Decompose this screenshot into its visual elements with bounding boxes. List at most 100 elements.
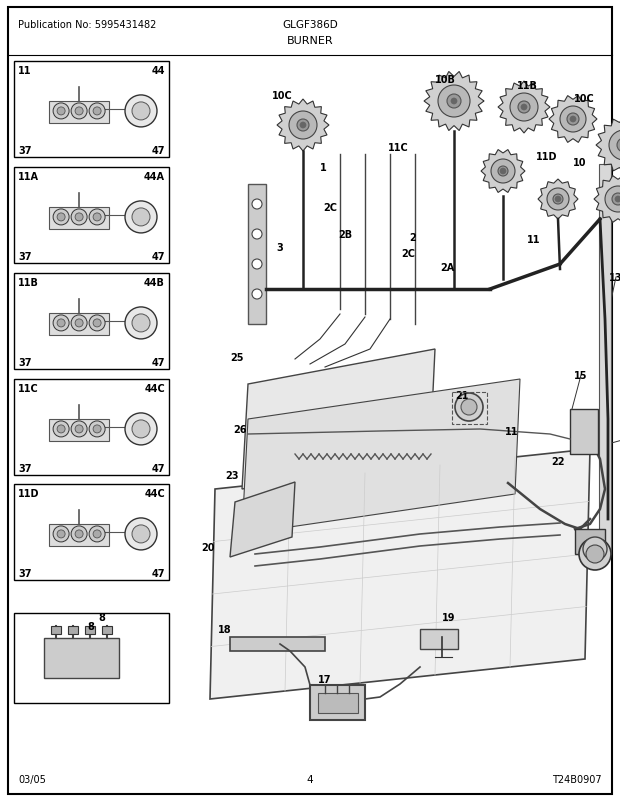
- Bar: [575, 529, 605, 554]
- Text: 11C: 11C: [18, 383, 39, 394]
- Bar: [14, 379, 169, 476]
- Circle shape: [125, 413, 157, 445]
- Text: 11B: 11B: [516, 81, 538, 91]
- Text: 11D: 11D: [536, 152, 558, 162]
- Polygon shape: [498, 82, 550, 134]
- Circle shape: [53, 315, 69, 331]
- Circle shape: [57, 107, 65, 115]
- Circle shape: [57, 530, 65, 538]
- Bar: [68, 626, 78, 634]
- Circle shape: [125, 307, 157, 339]
- Circle shape: [71, 103, 87, 119]
- Text: 10B: 10B: [435, 75, 456, 85]
- Bar: [49, 102, 109, 124]
- Bar: [14, 614, 169, 703]
- Bar: [452, 392, 487, 424]
- Bar: [318, 693, 358, 713]
- Circle shape: [75, 213, 83, 221]
- Text: 8: 8: [87, 622, 94, 631]
- Circle shape: [93, 107, 101, 115]
- Text: 2: 2: [410, 233, 417, 243]
- Text: 37: 37: [18, 146, 32, 156]
- Circle shape: [553, 195, 563, 205]
- Circle shape: [75, 425, 83, 433]
- Text: 2C: 2C: [323, 203, 337, 213]
- Circle shape: [451, 99, 457, 105]
- Text: 47: 47: [151, 252, 165, 261]
- Circle shape: [75, 530, 83, 538]
- Text: 47: 47: [151, 464, 165, 473]
- Circle shape: [71, 315, 87, 331]
- Polygon shape: [538, 180, 578, 220]
- Polygon shape: [277, 100, 329, 152]
- Text: 11: 11: [18, 66, 32, 76]
- Text: 20: 20: [202, 542, 215, 553]
- Circle shape: [71, 526, 87, 542]
- Text: 2C: 2C: [401, 249, 415, 259]
- Text: 3: 3: [277, 243, 283, 253]
- Circle shape: [560, 107, 586, 133]
- Circle shape: [252, 260, 262, 269]
- Circle shape: [555, 196, 561, 203]
- Circle shape: [438, 86, 470, 118]
- Circle shape: [57, 319, 65, 327]
- Text: 2B: 2B: [338, 229, 352, 240]
- Circle shape: [125, 518, 157, 550]
- Circle shape: [617, 139, 620, 153]
- Bar: [85, 626, 95, 634]
- Text: Publication No: 5995431482: Publication No: 5995431482: [18, 20, 156, 30]
- Text: 44: 44: [151, 66, 165, 76]
- Circle shape: [53, 526, 69, 542]
- Circle shape: [75, 107, 83, 115]
- Text: 10C: 10C: [272, 91, 293, 101]
- Circle shape: [491, 160, 515, 184]
- Text: 47: 47: [151, 146, 165, 156]
- Text: 11B: 11B: [18, 277, 39, 288]
- Bar: [310, 685, 365, 720]
- Text: 47: 47: [151, 569, 165, 578]
- Text: 11A: 11A: [18, 172, 39, 182]
- Polygon shape: [210, 449, 590, 699]
- Text: 44A: 44A: [144, 172, 165, 182]
- Circle shape: [132, 314, 150, 333]
- Bar: [14, 62, 169, 158]
- Text: 17: 17: [318, 674, 332, 684]
- Bar: [44, 638, 119, 678]
- Circle shape: [586, 545, 604, 563]
- Circle shape: [71, 209, 87, 225]
- Circle shape: [500, 168, 506, 175]
- Circle shape: [125, 95, 157, 128]
- Text: 44C: 44C: [144, 488, 165, 498]
- Polygon shape: [242, 379, 520, 534]
- Circle shape: [583, 537, 607, 561]
- Text: 37: 37: [18, 358, 32, 367]
- Bar: [599, 164, 611, 554]
- Bar: [14, 273, 169, 370]
- Circle shape: [612, 194, 620, 206]
- Text: 37: 37: [18, 464, 32, 473]
- Circle shape: [53, 209, 69, 225]
- Circle shape: [297, 119, 309, 132]
- Bar: [102, 626, 112, 634]
- Bar: [570, 410, 598, 455]
- Bar: [14, 484, 169, 581]
- Text: 11C: 11C: [388, 143, 409, 153]
- Bar: [49, 525, 109, 546]
- Circle shape: [132, 420, 150, 439]
- Text: 19: 19: [442, 612, 456, 622]
- Text: 37: 37: [18, 252, 32, 261]
- Circle shape: [510, 94, 538, 122]
- Text: 8: 8: [99, 612, 105, 622]
- Text: 10: 10: [574, 158, 587, 168]
- Circle shape: [132, 209, 150, 227]
- Text: 18: 18: [218, 624, 232, 634]
- Circle shape: [93, 213, 101, 221]
- Circle shape: [75, 319, 83, 327]
- Bar: [230, 638, 325, 651]
- Bar: [49, 208, 109, 229]
- Circle shape: [89, 209, 105, 225]
- Text: 13: 13: [609, 273, 620, 282]
- Text: 44B: 44B: [144, 277, 165, 288]
- Text: 11: 11: [505, 427, 519, 436]
- Text: GLGF386D: GLGF386D: [282, 20, 338, 30]
